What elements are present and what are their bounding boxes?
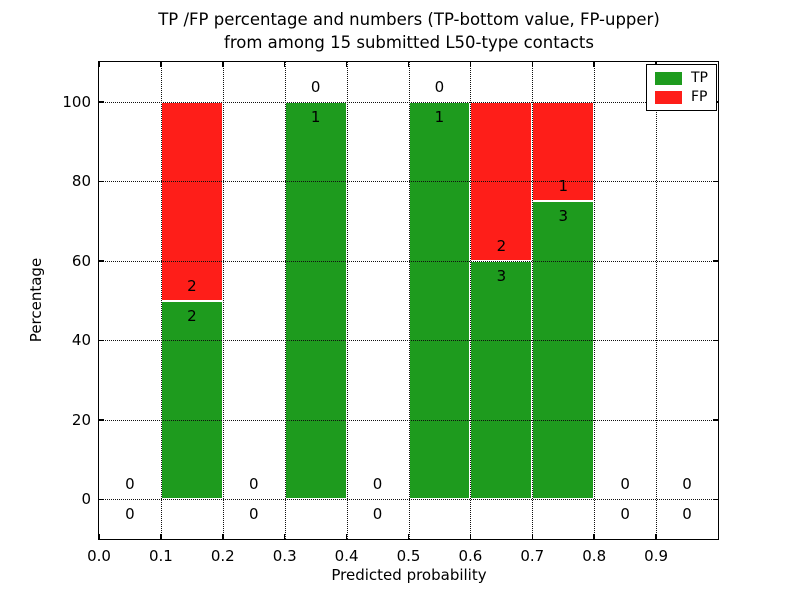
tick-mark — [99, 101, 104, 103]
bar-segment-fp — [532, 101, 595, 202]
tick-mark — [98, 62, 100, 67]
tick-mark — [469, 534, 472, 539]
y-axis-label: Percentage — [27, 257, 45, 343]
bar-segment-tp — [408, 101, 471, 500]
y-tick-label: 20 — [71, 410, 91, 429]
tick-mark — [407, 534, 410, 539]
tick-mark — [593, 62, 595, 67]
chart-title-line2: from among 15 submitted L50-type contact… — [224, 33, 594, 52]
gridline — [656, 62, 658, 539]
tick-mark — [222, 62, 224, 67]
tick-mark — [713, 339, 718, 341]
bar-segment-tp — [470, 260, 533, 500]
fp-count-label: 0 — [434, 77, 445, 96]
x-tick-label: 0.1 — [148, 547, 173, 565]
chart-title-line1: TP /FP percentage and numbers (TP-bottom… — [158, 10, 660, 29]
gridline — [346, 62, 348, 539]
legend: TP FP — [646, 64, 717, 111]
tick-mark — [713, 260, 718, 262]
tick-mark — [99, 180, 104, 182]
y-tick-label: 40 — [71, 331, 91, 350]
y-tick-label: 80 — [71, 172, 91, 191]
legend-entry-tp: TP — [655, 71, 708, 85]
tick-mark — [283, 534, 286, 539]
x-tick-label: 0.5 — [396, 547, 421, 565]
fp-count-label: 0 — [372, 475, 383, 494]
gridline — [160, 62, 162, 539]
tick-mark — [98, 534, 100, 539]
y-tick-label: 0 — [81, 490, 91, 509]
tick-mark — [713, 419, 718, 421]
tp-count-label: 0 — [248, 505, 259, 524]
tick-mark — [99, 419, 104, 421]
gridline — [222, 62, 224, 539]
tick-mark — [160, 534, 162, 539]
tp-count-label: 1 — [434, 107, 445, 126]
x-tick-label: 0.7 — [520, 547, 545, 565]
fp-count-label: 2 — [496, 236, 507, 255]
tp-count-label: 0 — [372, 505, 383, 524]
tick-mark — [531, 534, 534, 539]
tick-mark — [469, 62, 472, 67]
bar-segment-fp — [160, 101, 223, 301]
tick-mark — [99, 339, 104, 341]
chart-title: TP /FP percentage and numbers (TP-bottom… — [98, 8, 720, 54]
tick-mark — [222, 534, 224, 539]
fp-count-label: 1 — [558, 177, 569, 196]
fp-count-label: 0 — [620, 475, 630, 494]
fp-count-label: 0 — [310, 77, 321, 96]
gridline — [470, 62, 472, 539]
tp-count-label: 2 — [187, 306, 197, 325]
tick-mark — [407, 62, 410, 67]
tick-mark — [345, 534, 348, 539]
fp-count-label: 2 — [187, 276, 197, 295]
fp-count-label: 0 — [125, 475, 135, 494]
fp-count-label: 0 — [682, 475, 692, 494]
tp-count-label: 0 — [682, 505, 692, 524]
fp-count-label: 0 — [248, 475, 259, 494]
tick-mark — [345, 62, 348, 67]
gridline — [532, 62, 534, 539]
tick-mark — [283, 62, 286, 67]
tick-mark — [99, 498, 104, 500]
legend-label-fp: FP — [691, 89, 708, 105]
x-axis-label: Predicted probability — [331, 566, 487, 584]
gridline — [408, 62, 410, 539]
x-tick-label: 0.3 — [272, 547, 297, 565]
bar-segment-tp — [284, 101, 347, 500]
plot-area: 0 0 2 2 0 0 0 1 0 0 0 1 2 3 1 3 0 0 0 0 0.0 0.1 0.2 0.3 0.4 0.5 0.… — [62, 61, 719, 565]
x-tick-label: 0.8 — [582, 547, 607, 565]
y-tick-label: 100 — [62, 92, 91, 111]
x-tick-label: 0.6 — [458, 547, 483, 565]
tick-mark — [531, 62, 534, 67]
bar-segment-tp — [160, 300, 223, 500]
tp-count-label: 0 — [620, 505, 630, 524]
tp-count-label: 1 — [310, 107, 321, 126]
tp-count-label: 3 — [558, 207, 569, 226]
tick-mark — [593, 534, 595, 539]
legend-entry-fp: FP — [655, 90, 708, 104]
tp-color-swatch — [655, 71, 682, 85]
bar-segment-tp — [532, 201, 595, 500]
fp-color-swatch — [655, 90, 682, 104]
gridline — [594, 62, 596, 539]
tick-mark — [713, 498, 718, 500]
tick-mark — [713, 180, 718, 182]
y-tick-label: 60 — [71, 251, 91, 270]
legend-label-tp: TP — [691, 70, 708, 86]
x-tick-label: 0.4 — [334, 547, 359, 565]
tick-mark — [655, 534, 657, 539]
x-tick-label: 0.0 — [87, 547, 111, 565]
tp-count-label: 3 — [496, 266, 507, 285]
gridline — [284, 62, 286, 539]
tp-count-label: 0 — [125, 505, 135, 524]
x-tick-label: 0.9 — [644, 547, 669, 565]
tick-mark — [99, 260, 104, 262]
tick-mark — [160, 62, 162, 67]
x-tick-label: 0.2 — [210, 547, 235, 565]
